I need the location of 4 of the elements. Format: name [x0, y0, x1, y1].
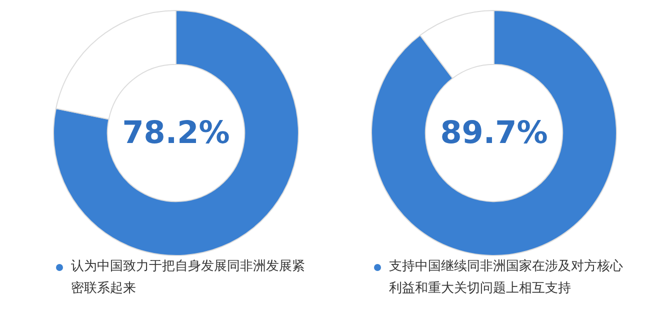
data-label: 78.2% — [122, 115, 230, 152]
legend-label: 认为中国致力于把自身发展同非洲发展紧密联系起来 — [71, 258, 306, 298]
legend-label: 支持中国继续同非洲国家在涉及对方核心利益和重大关切问题上相互支持 — [389, 258, 624, 298]
data-label: 89.7% — [440, 115, 548, 152]
